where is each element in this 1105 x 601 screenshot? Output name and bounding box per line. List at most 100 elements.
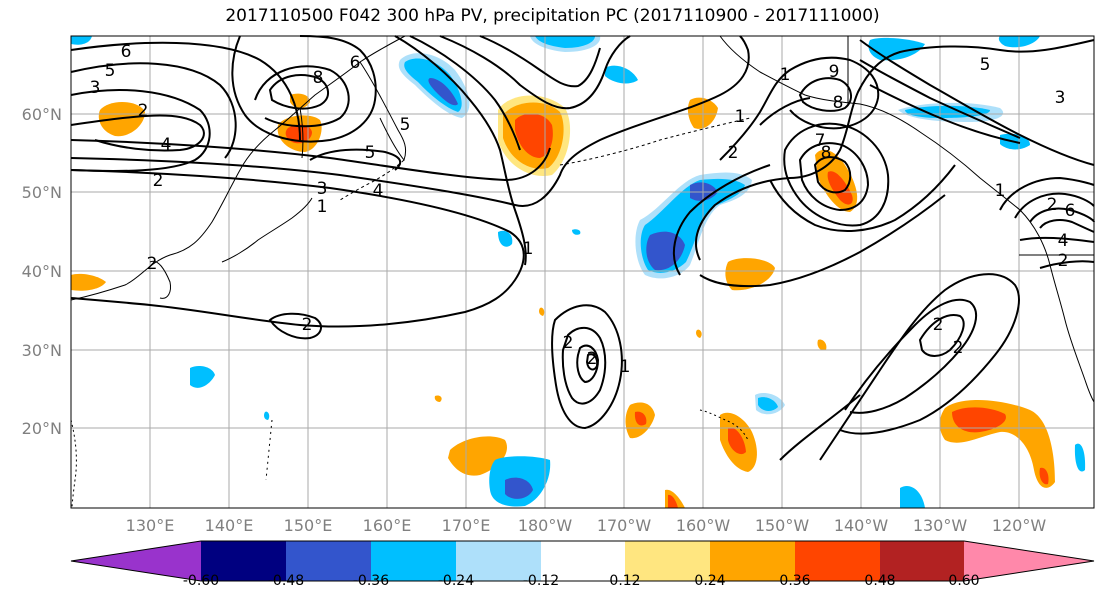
precip-blob bbox=[428, 78, 458, 106]
contour-label: 1 bbox=[620, 357, 631, 377]
pv-contour bbox=[1039, 219, 1095, 233]
colorbar-segment bbox=[71, 541, 201, 581]
contour-label: 6 bbox=[121, 42, 132, 62]
pv-contour bbox=[394, 35, 527, 266]
pv-contour bbox=[1039, 260, 1095, 269]
contour-label: 2 bbox=[147, 254, 158, 274]
graticule bbox=[71, 36, 1094, 508]
colorbar-tick-label: -0.48 bbox=[268, 573, 304, 589]
lon-label: 130°W bbox=[913, 516, 968, 535]
contour-label: 5 bbox=[365, 143, 376, 163]
pv-contour bbox=[869, 84, 1021, 144]
contour-label: 1 bbox=[995, 181, 1006, 201]
pv-contour bbox=[798, 77, 852, 112]
colorbar-tick-label: -0.36 bbox=[353, 573, 389, 589]
pv-contour bbox=[70, 41, 301, 141]
precip-blob bbox=[952, 407, 1006, 433]
precip-blob bbox=[696, 329, 702, 338]
colorbar-tick-label: 0.12 bbox=[609, 573, 640, 589]
precip-blob bbox=[605, 65, 638, 84]
pv-contour bbox=[70, 139, 551, 182]
lon-label: 140°W bbox=[834, 516, 889, 535]
colorbar-tick-label: 0.36 bbox=[779, 573, 810, 589]
pv-contour bbox=[798, 142, 870, 212]
colorbar-tick-label: -0.60 bbox=[183, 573, 219, 589]
lon-label: 150°W bbox=[755, 516, 810, 535]
pv-contour bbox=[70, 114, 205, 152]
precip-blob bbox=[900, 486, 925, 508]
coastline-hawaii bbox=[699, 409, 749, 441]
coastline-kurils bbox=[339, 159, 405, 201]
pv-contour bbox=[1014, 192, 1095, 219]
precip-blob bbox=[634, 411, 647, 426]
precip-blob bbox=[758, 397, 778, 411]
colorbar-outline bbox=[70, 540, 1095, 582]
pv-contour bbox=[479, 35, 601, 88]
contour-label: 2 bbox=[153, 171, 164, 191]
precipitation-shading bbox=[71, 36, 1086, 508]
map-title: 2017110500 F042 300 hPa PV, precipitatio… bbox=[225, 6, 880, 26]
contour-label: 8 bbox=[313, 68, 324, 88]
colorbar-labels: -0.60 -0.48 -0.36 -0.24 -0.12 0.12 0.24 … bbox=[183, 573, 980, 589]
pv-contour bbox=[1029, 207, 1095, 223]
contour-label: 7 bbox=[815, 131, 826, 151]
precip-blob bbox=[505, 477, 533, 499]
colorbar-tick-label: 0.48 bbox=[864, 573, 895, 589]
lon-label: 120°W bbox=[992, 516, 1047, 535]
colorbar-segment bbox=[371, 541, 456, 581]
lat-label: 50°N bbox=[22, 183, 62, 202]
contour-label: 3 bbox=[90, 78, 101, 98]
contour-label: 5 bbox=[400, 115, 411, 135]
contour-label: 1 bbox=[523, 239, 534, 259]
pv-contour bbox=[813, 156, 852, 194]
precip-blob bbox=[535, 36, 595, 48]
precip-blob bbox=[728, 427, 746, 455]
colorbar-segment bbox=[964, 541, 1094, 581]
precip-blob bbox=[1074, 443, 1086, 472]
precip-blob bbox=[668, 494, 678, 508]
colorbar-tick-label: -0.24 bbox=[438, 573, 474, 589]
latitude-labels: 60°N 50°N 40°N 30°N 20°N bbox=[22, 105, 62, 438]
precip-blob bbox=[1039, 467, 1049, 485]
coastline-aleutians bbox=[559, 117, 751, 166]
contour-label: 6 bbox=[1065, 201, 1076, 221]
contour-label: 2 bbox=[587, 349, 598, 369]
lon-label: 130°E bbox=[126, 516, 175, 535]
contour-label: 9 bbox=[829, 62, 840, 82]
precip-blob bbox=[572, 229, 581, 235]
contour-label: 2 bbox=[728, 143, 739, 163]
pv-contour bbox=[70, 35, 750, 207]
coastlines bbox=[70, 35, 1095, 509]
contour-label: 4 bbox=[373, 181, 384, 201]
pv-contour bbox=[231, 35, 377, 143]
coastline-asia bbox=[70, 35, 406, 301]
precip-blob bbox=[725, 258, 775, 291]
contour-label: 2 bbox=[1058, 251, 1069, 271]
contour-label: 2 bbox=[138, 101, 149, 121]
precip-blob bbox=[264, 411, 270, 420]
lon-label: 150°E bbox=[284, 516, 333, 535]
pv-contour bbox=[779, 394, 861, 461]
pv-contour bbox=[719, 56, 880, 161]
pv-contour bbox=[409, 35, 521, 151]
contour-label: 4 bbox=[1058, 231, 1069, 251]
colorbar-segment bbox=[201, 541, 286, 581]
contour-label: 2 bbox=[1047, 195, 1058, 215]
colorbar-segment bbox=[286, 541, 371, 581]
precip-blob bbox=[498, 230, 513, 247]
colorbar-segment bbox=[541, 541, 625, 581]
pv-contour bbox=[1019, 236, 1095, 243]
colorbar-segment bbox=[880, 541, 964, 581]
contour-label: 1 bbox=[317, 197, 328, 217]
colorbar-segment bbox=[625, 541, 710, 581]
precip-blob bbox=[285, 124, 312, 144]
pv-contour bbox=[439, 35, 631, 110]
contour-label: 6 bbox=[350, 53, 361, 73]
precip-blob bbox=[190, 366, 215, 388]
pv-contour bbox=[844, 298, 978, 414]
pv-contour bbox=[70, 62, 237, 159]
contour-label: 3 bbox=[1055, 88, 1066, 108]
precip-blob bbox=[817, 339, 827, 351]
contour-label: 2 bbox=[563, 333, 574, 353]
